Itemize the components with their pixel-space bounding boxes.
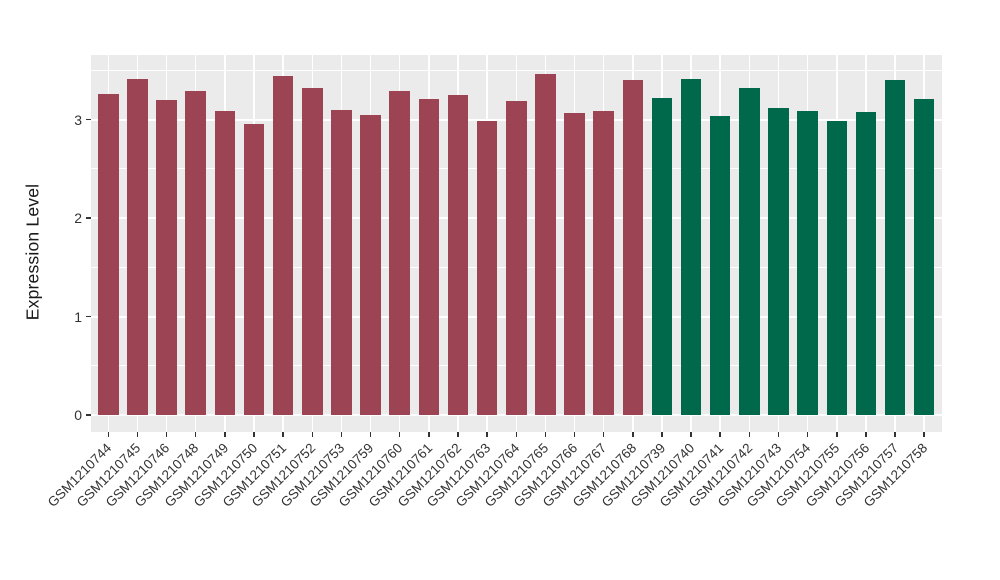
x-tick-mark	[136, 432, 139, 437]
bar-gsm1210748	[185, 90, 206, 415]
bar-gsm1210742	[739, 87, 760, 415]
bar-gsm1210768	[622, 80, 644, 415]
bar-gsm1210758	[913, 98, 935, 415]
y-tick-label: 1	[74, 308, 82, 325]
x-tick-mark	[107, 432, 110, 437]
x-tick-mark	[573, 432, 576, 437]
x-tick-mark	[224, 432, 226, 437]
x-tick-mark	[282, 432, 284, 437]
bar-gsm1210759	[360, 114, 381, 415]
x-tick-mark	[428, 432, 430, 437]
bar-gsm1210760	[389, 90, 410, 415]
x-tick-mark	[165, 432, 168, 437]
bar-gsm1210749	[214, 110, 236, 415]
bar-gsm1210741	[709, 115, 731, 415]
y-tick-label: 0	[74, 407, 82, 423]
bar-gsm1210746	[156, 99, 177, 415]
y-axis-title: Expression Level	[22, 183, 43, 321]
bar-gsm1210767	[593, 110, 614, 415]
bar-gsm1210761	[418, 98, 440, 415]
bar-gsm1210753	[331, 109, 352, 415]
x-tick-mark	[661, 432, 663, 437]
y-tick-mark	[86, 414, 91, 416]
bar-gsm1210765	[535, 74, 556, 415]
y-tick-mark	[86, 315, 91, 318]
x-tick-mark	[194, 432, 197, 437]
x-tick-mark	[923, 432, 925, 437]
bar-gsm1210764	[506, 100, 527, 415]
x-tick-mark	[544, 432, 547, 437]
bar-gsm1210751	[272, 76, 294, 415]
x-tick-mark	[457, 432, 459, 437]
x-tick-mark	[806, 432, 809, 437]
x-tick-mark	[486, 432, 488, 437]
x-tick-mark	[777, 432, 780, 437]
y-tick-label: 3	[74, 111, 82, 128]
x-tick-mark	[340, 432, 343, 437]
y-tick-label: 2	[74, 210, 82, 226]
bar-gsm1210766	[564, 112, 585, 415]
bar-gsm1210745	[127, 79, 148, 415]
x-tick-mark	[690, 432, 692, 437]
bar-gsm1210743	[768, 107, 789, 415]
x-tick-mark	[311, 432, 314, 437]
bar-gsm1210762	[447, 94, 469, 415]
x-tick-mark	[836, 432, 838, 437]
x-tick-mark	[894, 432, 896, 437]
x-tick-mark	[748, 432, 751, 437]
x-tick-mark	[719, 432, 721, 437]
bar-gsm1210763	[476, 120, 498, 415]
x-tick-mark	[369, 432, 372, 437]
x-tick-mark	[253, 432, 255, 437]
x-tick-mark	[865, 432, 867, 437]
x-tick-mark	[398, 432, 401, 437]
bar-gsm1210754	[797, 110, 818, 415]
bar-gsm1210757	[884, 80, 906, 415]
bar-gsm1210750	[243, 124, 265, 415]
bar-gsm1210739	[651, 97, 673, 415]
y-tick-mark	[86, 217, 91, 219]
bar-gsm1210752	[302, 87, 323, 415]
bar-gsm1210756	[855, 111, 877, 415]
bar-gsm1210740	[680, 79, 702, 415]
x-tick-mark	[602, 432, 605, 437]
bar-gsm1210744	[98, 93, 119, 415]
plot-panel	[91, 55, 942, 432]
x-tick-mark	[632, 432, 634, 437]
bar-gsm1210755	[826, 121, 848, 415]
y-tick-mark	[86, 118, 91, 121]
x-tick-mark	[515, 432, 517, 437]
